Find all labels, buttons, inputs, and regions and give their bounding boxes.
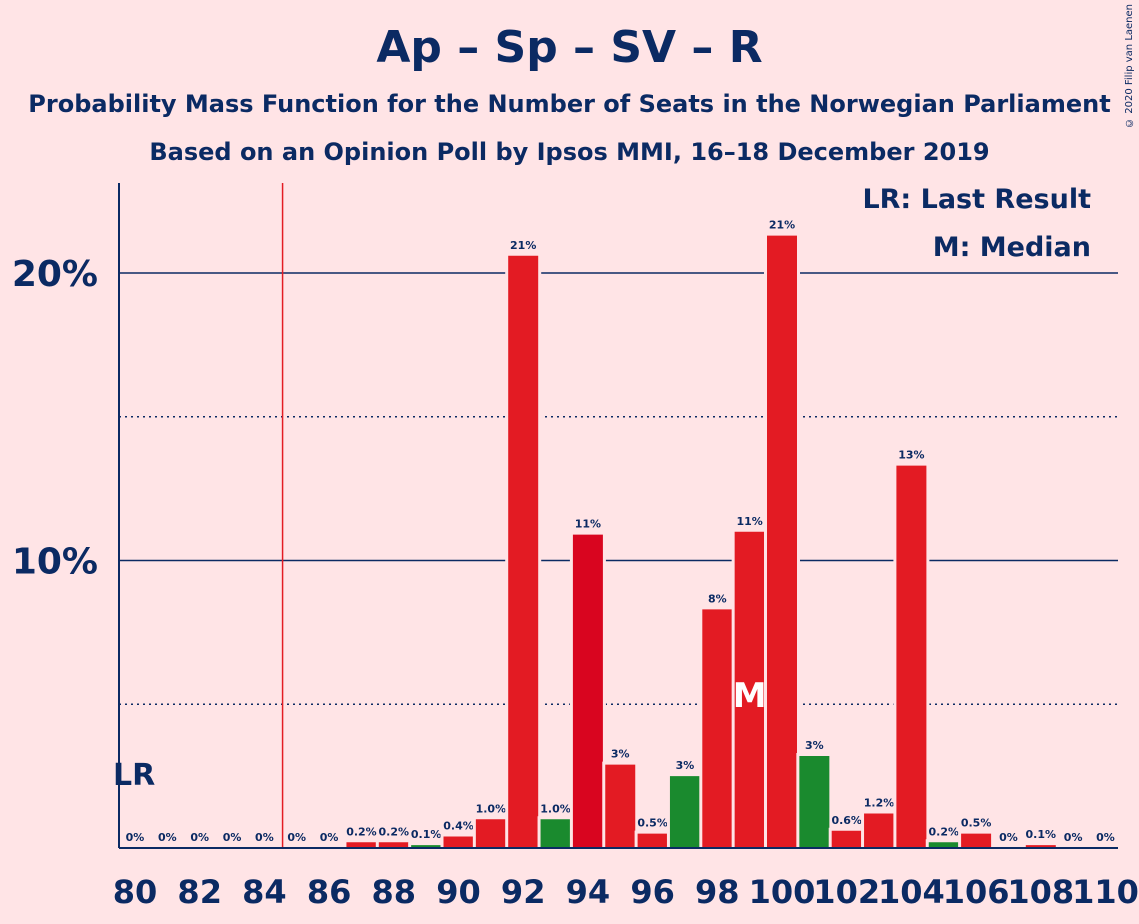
bar-value-label: 0%: [255, 831, 274, 844]
bar-seat-89: [411, 845, 442, 848]
bar-value-label: 0%: [1096, 831, 1115, 844]
bar-value-label: 0%: [223, 831, 242, 844]
bar-value-label: 8%: [708, 592, 727, 605]
last-result-marker: LR: [113, 758, 155, 793]
x-tick-label: 98: [695, 873, 740, 911]
y-tick-label: 10%: [12, 542, 98, 583]
bar-seat-92: [508, 255, 539, 848]
bar-value-label: 0.1%: [1026, 828, 1057, 841]
bar-seat-98: [702, 609, 733, 848]
bar-value-label: 0.5%: [961, 817, 992, 830]
x-tick-label: 106: [943, 873, 1010, 911]
x-tick-label: 100: [749, 873, 816, 911]
legend-last-result: LR: Last Result: [862, 184, 1091, 215]
x-tick-label: 90: [436, 873, 481, 911]
bar-halo: [408, 842, 445, 848]
bar-value-label: 1.0%: [476, 802, 507, 815]
bar-value-label: 0.5%: [637, 817, 668, 830]
bar-seat-91: [475, 819, 506, 848]
legend-median: M: Median: [932, 232, 1091, 263]
bar-seat-104: [896, 465, 927, 848]
bar-value-label: 11%: [736, 515, 762, 528]
bar-value-label: 13%: [898, 449, 924, 462]
x-tick-label: 80: [113, 873, 158, 911]
x-tick-label: 96: [630, 873, 675, 911]
y-tick-label: 20%: [12, 254, 98, 295]
bar-value-label: 0%: [320, 831, 339, 844]
bar-value-label: 0%: [287, 831, 306, 844]
bar-seat-106: [961, 833, 992, 848]
bar-seat-105: [928, 842, 959, 848]
bar-value-label: 11%: [575, 518, 601, 531]
median-marker: M: [733, 676, 767, 716]
bar-seat-87: [346, 842, 377, 848]
x-tick-label: 108: [1007, 873, 1074, 911]
bar-value-label: 0.1%: [411, 828, 442, 841]
x-tick-label: 102: [813, 873, 880, 911]
bar-value-label: 0%: [190, 831, 209, 844]
bar-seat-100: [767, 235, 797, 848]
x-tick-label: 82: [177, 873, 222, 911]
bar-value-label: 3%: [805, 739, 824, 752]
bar-seat-108: [1025, 845, 1056, 848]
bar-value-label: 1.0%: [540, 802, 571, 815]
bar-value-label: 0%: [158, 831, 177, 844]
chart-subtitle-line-2: Based on an Opinion Poll by Ipsos MMI, 1…: [149, 138, 990, 166]
x-tick-label: 86: [307, 873, 352, 911]
chart-subtitle-line-1: Probability Mass Function for the Number…: [28, 90, 1111, 118]
bar-value-label: 0.4%: [443, 820, 474, 833]
bar-value-label: 0%: [1064, 831, 1083, 844]
bar-value-label: 21%: [510, 239, 536, 252]
bar-value-label: 0.6%: [831, 814, 862, 827]
bar-value-label: 0.2%: [346, 825, 377, 838]
bar-seat-88: [378, 842, 409, 848]
x-tick-label: 94: [566, 873, 611, 911]
bar-value-label: 3%: [676, 759, 695, 772]
bar-value-label: 0%: [999, 831, 1018, 844]
bar-seat-97: [669, 776, 700, 848]
bar-halo: [1022, 842, 1059, 848]
bar-seat-96: [637, 833, 668, 848]
bar-seat-90: [443, 836, 474, 848]
bar-value-label: 21%: [769, 219, 795, 232]
x-tick-label: 84: [242, 873, 287, 911]
x-tick-label: 92: [501, 873, 546, 911]
bar-value-label: 0.2%: [379, 825, 410, 838]
x-tick-label: 110: [1072, 873, 1139, 911]
bar-seat-103: [864, 813, 895, 848]
bar-value-label: 1.2%: [864, 797, 895, 810]
bar-seat-101: [799, 756, 830, 848]
bar-seat-94: [572, 534, 603, 848]
bar-seat-93: [540, 819, 571, 848]
bar-value-label: 0.2%: [928, 825, 959, 838]
x-tick-label: 88: [372, 873, 417, 911]
bar-seat-99: [734, 531, 765, 848]
bar-value-label: 3%: [611, 748, 630, 761]
x-tick-label: 104: [878, 873, 945, 911]
bar-value-label: 0%: [126, 831, 145, 844]
chart-title: Ap – Sp – SV – R: [376, 22, 763, 73]
bar-seat-102: [831, 830, 862, 848]
bar-seat-95: [605, 764, 636, 848]
